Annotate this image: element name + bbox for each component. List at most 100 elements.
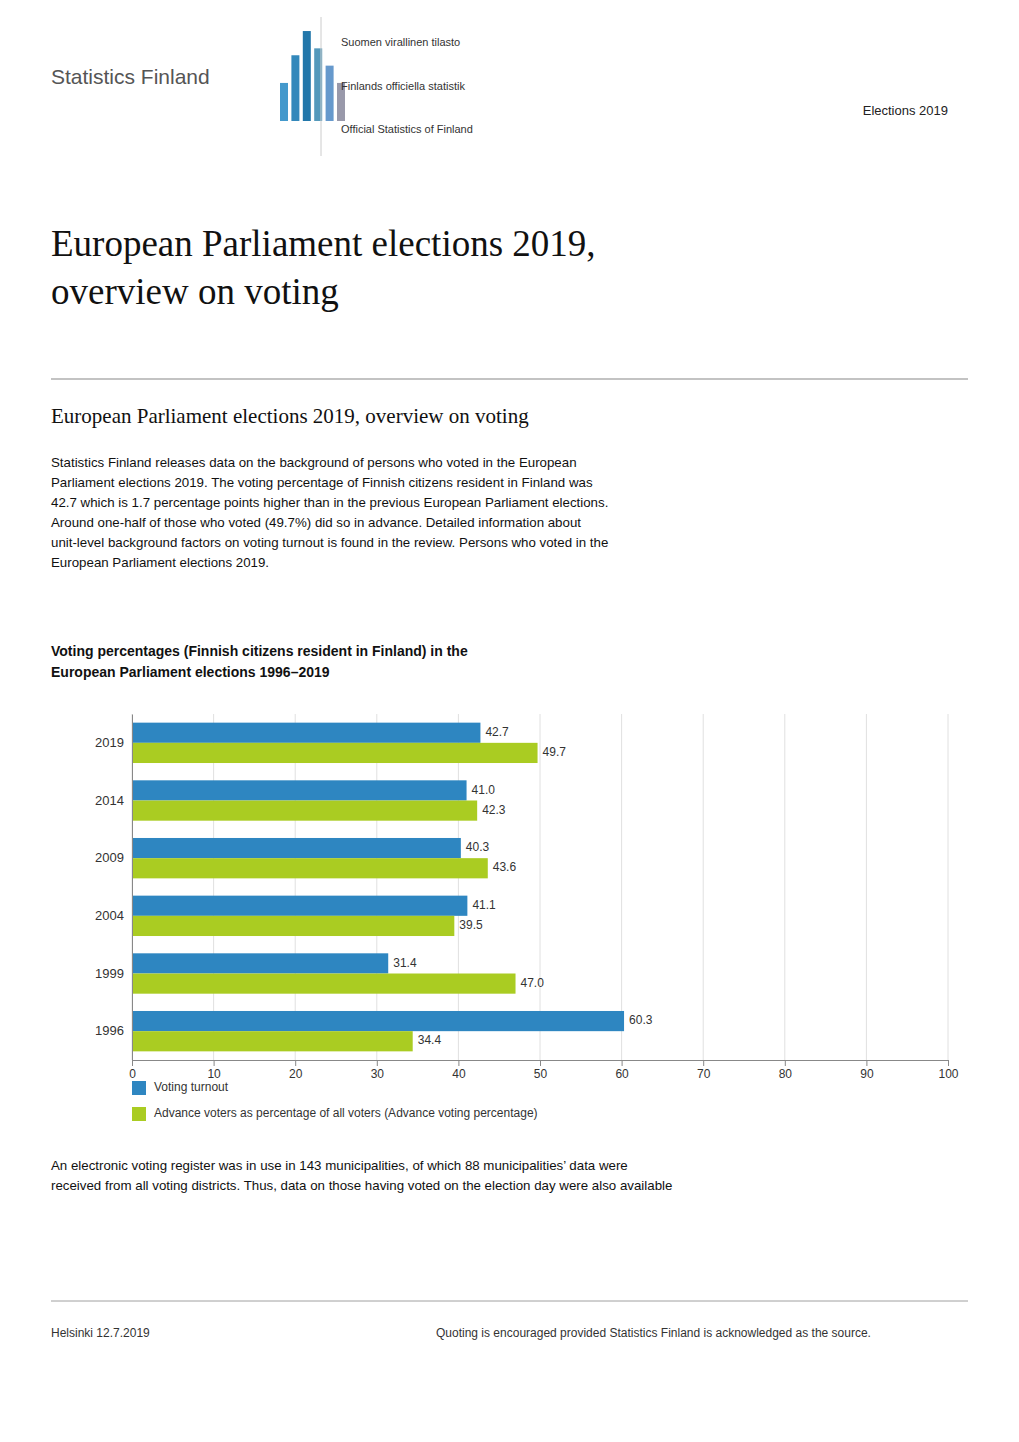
title-rule: [51, 378, 968, 379]
x-tick-mark: [132, 1060, 133, 1066]
x-tick-label: 20: [289, 1067, 303, 1081]
bar: [132, 1011, 624, 1031]
legend-label: Voting turnout: [154, 1080, 229, 1094]
x-tick-label: 10: [207, 1067, 221, 1081]
bottom-text-line: received from all voting districts. Thus…: [51, 1178, 672, 1193]
data-label: 42.3: [482, 803, 506, 817]
logo-bar: [303, 31, 311, 121]
x-tick-label: 60: [615, 1067, 629, 1081]
x-tick: 60: [615, 1060, 629, 1081]
grid-line: [295, 714, 296, 1060]
x-axis-line: [133, 1061, 949, 1067]
bar: [132, 974, 516, 994]
logo-bar: [291, 55, 299, 121]
header: Statistics Finland Suomen virallinen tila…: [51, 17, 948, 156]
page-title-line: European Parliament elections 2019,: [51, 223, 596, 264]
x-tick: 40: [452, 1060, 466, 1081]
legend-swatch: [132, 1107, 146, 1121]
y-tick: 2009: [95, 850, 124, 865]
bar: [132, 838, 461, 858]
data-label: 34.4: [418, 1033, 442, 1047]
grid-line: [866, 714, 867, 1060]
bar: [132, 896, 467, 916]
intro-text-line: unit-level background factors on voting …: [51, 535, 608, 550]
legend-swatch: [132, 1081, 146, 1095]
y-tick-label: 1996: [95, 1023, 124, 1038]
y-tick-label: 2019: [95, 735, 124, 750]
x-tick-mark: [295, 1060, 296, 1066]
grid-line: [703, 714, 704, 1060]
x-tick: 10: [207, 1060, 221, 1081]
x-tick-label: 0: [129, 1067, 136, 1081]
data-label: 42.7: [485, 725, 509, 739]
section-title: European Parliament elections 2019, over…: [51, 404, 529, 428]
data-label: 41.1: [472, 898, 496, 912]
x-tick: 100: [938, 1060, 958, 1081]
y-tick: 1999: [95, 966, 124, 981]
logo-text-line: Statistics Finland: [51, 65, 210, 88]
x-tick-mark: [377, 1060, 378, 1066]
bar: [132, 743, 538, 763]
footer-right: Quoting is encouraged provided Statistic…: [436, 1326, 871, 1340]
footer-right-line: Quoting is encouraged provided Statistic…: [436, 1326, 871, 1340]
x-tick: 0: [129, 1060, 136, 1081]
legend-item: Advance voters as percentage of all vote…: [132, 1106, 538, 1121]
y-tick: 1996: [95, 1023, 124, 1038]
chart-title-line: Voting percentages (Finnish citizens res…: [51, 643, 468, 659]
x-tick-label: 90: [860, 1067, 874, 1081]
legend-label: Advance voters as percentage of all vote…: [154, 1106, 538, 1120]
chart: 42.741.040.341.131.460.349.742.343.639.5…: [95, 714, 959, 1081]
bottom-text: An electronic voting register was in use…: [51, 1158, 672, 1193]
legend-item: Voting turnout: [132, 1080, 229, 1095]
grid-line: [621, 714, 622, 1060]
data-label: 41.0: [472, 783, 496, 797]
grid-line: [132, 714, 133, 1060]
x-tick-mark: [622, 1060, 623, 1066]
grid-line: [948, 714, 949, 1060]
data-label: 43.6: [493, 860, 517, 874]
bars: [132, 723, 624, 1052]
footer-rule: [51, 1301, 968, 1302]
intro-text-line: European Parliament elections 2019.: [51, 555, 269, 570]
legend: Voting turnout Advance voters as percenta…: [132, 1080, 538, 1121]
x-tick-mark: [540, 1060, 541, 1066]
grid-line: [376, 714, 377, 1060]
x-tick-mark: [214, 1060, 215, 1066]
intro-text-line: Parliament elections 2019. The voting pe…: [51, 475, 593, 490]
page-title: European Parliament elections 2019, overv…: [51, 223, 596, 312]
data-label: 49.7: [543, 745, 567, 759]
x-tick: 90: [860, 1060, 874, 1081]
data-labels: 42.741.040.341.131.460.349.742.343.639.5…: [393, 725, 653, 1048]
data-label: 40.3: [466, 840, 490, 854]
bar: [132, 916, 454, 936]
grid-line: [540, 714, 541, 1060]
grid-line: [213, 714, 214, 1060]
y-tick-label: 2009: [95, 850, 124, 865]
data-label: 31.4: [393, 956, 417, 970]
bar: [132, 858, 488, 878]
y-axis: 201920142009200419991996: [95, 715, 132, 1061]
bar: [132, 1031, 413, 1051]
bar: [132, 801, 477, 821]
header-line: Suomen virallinen tilasto: [341, 36, 460, 48]
section-title-line: European Parliament elections 2019, over…: [51, 404, 529, 428]
x-axis: 0102030405060708090100: [129, 1060, 959, 1081]
header-line-line: Finlands officiella statistik: [341, 80, 465, 92]
x-tick-mark: [458, 1060, 459, 1066]
page: Statistics Finland Suomen virallinen tila…: [0, 0, 1019, 1442]
footer-left-line: Helsinki 12.7.2019: [51, 1326, 150, 1340]
x-tick-label: 70: [697, 1067, 711, 1081]
y-axis-line: [132, 715, 133, 1061]
x-tick: 20: [289, 1060, 303, 1081]
page-title-line: overview on voting: [51, 271, 339, 312]
chart-title: Voting percentages (Finnish citizens res…: [51, 643, 468, 680]
intro-text-line: Statistics Finland releases data on the …: [51, 455, 577, 470]
x-tick-label: 100: [938, 1067, 958, 1081]
x-tick-mark: [785, 1060, 786, 1066]
y-tick: 2004: [95, 908, 124, 923]
x-tick-mark: [948, 1060, 949, 1066]
bar: [132, 723, 480, 743]
header-line: Official Statistics of Finland: [341, 123, 473, 135]
header-elections: Elections 2019: [863, 103, 948, 118]
x-tick: 50: [534, 1060, 548, 1081]
